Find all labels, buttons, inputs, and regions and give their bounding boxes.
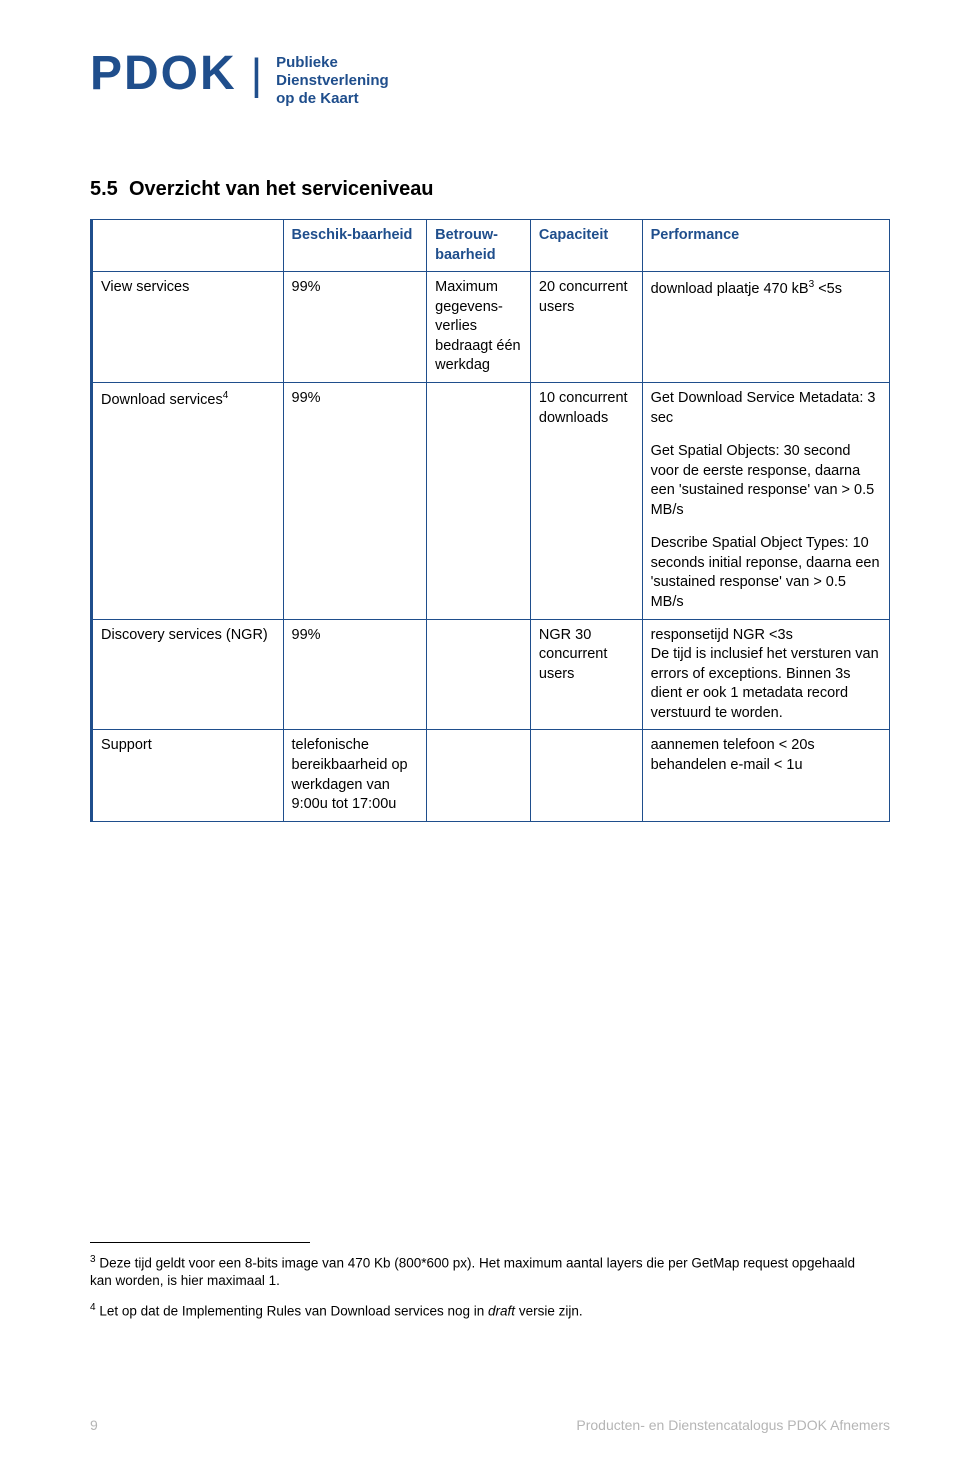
cell-performance: download plaatje 470 kB3 <5s [642, 272, 889, 383]
logo-sub-line2: Dienstverlening [276, 72, 389, 89]
section-heading: 5.5 Overzicht van het serviceniveau [90, 178, 890, 201]
cell-availability: 99% [283, 382, 427, 619]
footnote-4-text-a: Let op dat de Implementing Rules van Dow… [96, 1303, 488, 1318]
cell-capacity: 20 concurrent users [530, 272, 642, 383]
cell-service: Discovery services (NGR) [92, 619, 284, 730]
cell-reliability [427, 730, 531, 821]
table-row: Download services4 99% 10 concurrent dow… [92, 382, 890, 619]
page-number: 9 [90, 1417, 98, 1433]
section-title-text: Overzicht van het serviceniveau [129, 178, 434, 200]
perf-item: Get Spatial Objects: 30 second voor de e… [651, 442, 881, 520]
document-page: PDOK | Publieke Dienstverlening op de Ka… [0, 0, 960, 1461]
cell-reliability: Maximum gegevens-verlies bedraagt één we… [427, 272, 531, 383]
service-level-table: Beschik-baarheid Betrouw-baarheid Capaci… [90, 219, 890, 822]
header-capacity: Capaciteit [530, 220, 642, 272]
cell-service: Download services4 [92, 382, 284, 619]
cell-capacity: 10 concurrent downloads [530, 382, 642, 619]
header-availability: Beschik-baarheid [283, 220, 427, 272]
header-service [92, 220, 284, 272]
footnote-3: 3 Deze tijd geldt voor een 8-bits image … [90, 1253, 870, 1291]
header-reliability: Betrouw-baarheid [427, 220, 531, 272]
table-body: View services 99% Maximum gegevens-verli… [92, 272, 890, 822]
section-number: 5.5 [90, 178, 118, 200]
page-footer: 9 Producten- en Dienstencatalogus PDOK A… [90, 1417, 890, 1433]
cell-reliability [427, 619, 531, 730]
table-row: Support telefonische bereikbaarheid op w… [92, 730, 890, 821]
logo-sub-line1: Publieke [276, 54, 338, 71]
cell-availability: telefonische bereikbaarheid op werkdagen… [283, 730, 427, 821]
footnote-4-italic: draft [488, 1303, 515, 1318]
logo-divider: | [247, 50, 266, 100]
footnote-4-text-b: versie zijn. [515, 1303, 583, 1318]
cell-performance: responsetijd NGR <3sDe tijd is inclusief… [642, 619, 889, 730]
logo-sub-line3: op de Kaart [276, 90, 359, 107]
table-header-row: Beschik-baarheid Betrouw-baarheid Capaci… [92, 220, 890, 272]
table-row: Discovery services (NGR) 99% NGR 30 conc… [92, 619, 890, 730]
perf-item: responsetijd NGR <3sDe tijd is inclusief… [651, 626, 881, 724]
cell-reliability [427, 382, 531, 619]
cell-availability: 99% [283, 272, 427, 383]
header-performance: Performance [642, 220, 889, 272]
cell-service: View services [92, 272, 284, 383]
footnote-4: 4 Let op dat de Implementing Rules van D… [90, 1301, 870, 1321]
footer-doc-title: Producten- en Dienstencatalogus PDOK Afn… [576, 1417, 890, 1433]
pdok-logo: PDOK | Publieke Dienstverlening op de Ka… [90, 50, 890, 108]
logo-subtitle: Publieke Dienstverlening op de Kaart [276, 50, 389, 108]
cell-capacity [530, 730, 642, 821]
cell-performance: aannemen telefoon < 20s behandelen e-mai… [642, 730, 889, 821]
perf-item: Describe Spatial Object Types: 10 second… [651, 534, 881, 612]
cell-service: Support [92, 730, 284, 821]
table-row: View services 99% Maximum gegevens-verli… [92, 272, 890, 383]
logo-main-text: PDOK [90, 50, 237, 98]
footnote-rule [90, 1242, 310, 1243]
perf-item: Get Download Service Metadata: 3 sec [651, 389, 881, 428]
cell-availability: 99% [283, 619, 427, 730]
cell-capacity: NGR 30 concurrent users [530, 619, 642, 730]
footnote-3-text: Deze tijd geldt voor een 8-bits image va… [90, 1255, 855, 1288]
cell-performance: Get Download Service Metadata: 3 sec Get… [642, 382, 889, 619]
